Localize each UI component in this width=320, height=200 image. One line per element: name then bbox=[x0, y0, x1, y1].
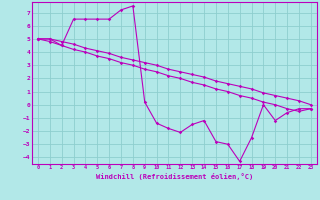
X-axis label: Windchill (Refroidissement éolien,°C): Windchill (Refroidissement éolien,°C) bbox=[96, 173, 253, 180]
